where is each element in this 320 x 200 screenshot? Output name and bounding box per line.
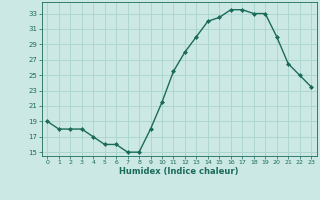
- X-axis label: Humidex (Indice chaleur): Humidex (Indice chaleur): [119, 167, 239, 176]
